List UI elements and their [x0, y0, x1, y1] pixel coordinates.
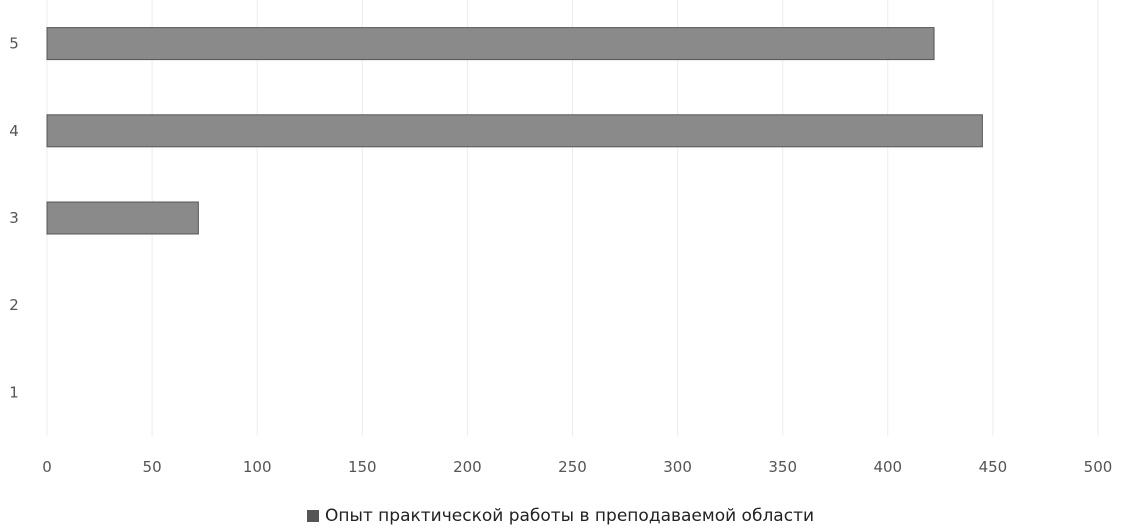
x-tick-label: 500 [1084, 458, 1113, 476]
y-tick-label: 5 [9, 35, 19, 53]
y-axis-tick-labels: 1 2 3 4 5 [9, 35, 19, 402]
legend-label: Опыт практической работы в преподаваемой… [324, 506, 815, 526]
bars [46, 27, 983, 235]
x-tick-label: 350 [768, 458, 797, 476]
legend-swatch [306, 510, 319, 522]
x-tick-label: 250 [558, 458, 587, 476]
x-axis-tick-labels: 0 50 100 150 200 250 300 350 400 450 500 [42, 458, 1112, 476]
x-tick-label: 300 [663, 458, 692, 476]
y-tick-label: 4 [9, 122, 19, 140]
bar [46, 27, 935, 61]
bar [46, 114, 983, 148]
y-tick-label: 2 [9, 296, 19, 314]
y-tick-label: 1 [9, 383, 19, 401]
x-tick-label: 150 [348, 458, 377, 476]
x-tick-label: 50 [143, 458, 162, 476]
x-tick-label: 100 [243, 458, 272, 476]
x-tick-label: 450 [979, 458, 1008, 476]
x-tick-label: 200 [453, 458, 482, 476]
x-tick-label: 0 [42, 458, 52, 476]
x-tick-label: 400 [873, 458, 902, 476]
y-tick-label: 3 [9, 209, 19, 227]
legend: Опыт практической работы в преподаваемой… [0, 506, 1121, 526]
gridlines [46, 0, 1099, 436]
bar [46, 201, 199, 235]
